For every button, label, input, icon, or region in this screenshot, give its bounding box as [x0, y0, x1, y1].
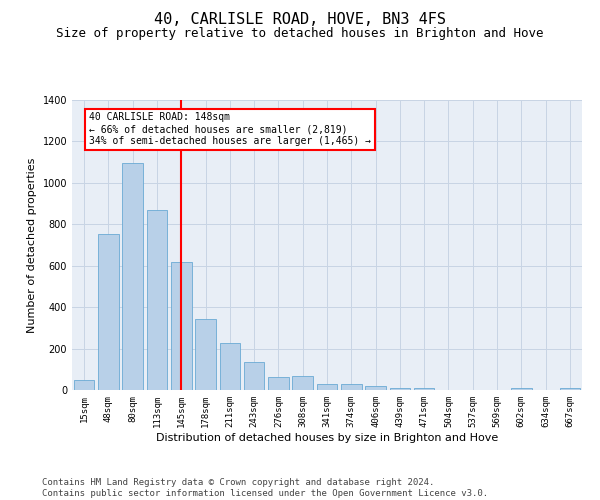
Bar: [268, 376, 289, 390]
Text: Size of property relative to detached houses in Brighton and Hove: Size of property relative to detached ho…: [56, 28, 544, 40]
Bar: [511, 388, 532, 390]
Y-axis label: Number of detached properties: Number of detached properties: [27, 158, 37, 332]
Text: Contains HM Land Registry data © Crown copyright and database right 2024.
Contai: Contains HM Land Registry data © Crown c…: [42, 478, 488, 498]
Bar: [414, 388, 434, 390]
Bar: [560, 388, 580, 390]
Bar: [98, 234, 119, 390]
Bar: [292, 376, 313, 390]
Bar: [122, 163, 143, 390]
Bar: [244, 362, 265, 390]
Bar: [365, 386, 386, 390]
Bar: [171, 262, 191, 390]
Bar: [195, 318, 216, 390]
Bar: [341, 384, 362, 390]
Bar: [220, 344, 240, 390]
Bar: [317, 384, 337, 390]
X-axis label: Distribution of detached houses by size in Brighton and Hove: Distribution of detached houses by size …: [156, 432, 498, 442]
Bar: [146, 210, 167, 390]
Text: 40, CARLISLE ROAD, HOVE, BN3 4FS: 40, CARLISLE ROAD, HOVE, BN3 4FS: [154, 12, 446, 28]
Bar: [389, 388, 410, 390]
Text: 40 CARLISLE ROAD: 148sqm
← 66% of detached houses are smaller (2,819)
34% of sem: 40 CARLISLE ROAD: 148sqm ← 66% of detach…: [89, 112, 371, 146]
Bar: [74, 380, 94, 390]
